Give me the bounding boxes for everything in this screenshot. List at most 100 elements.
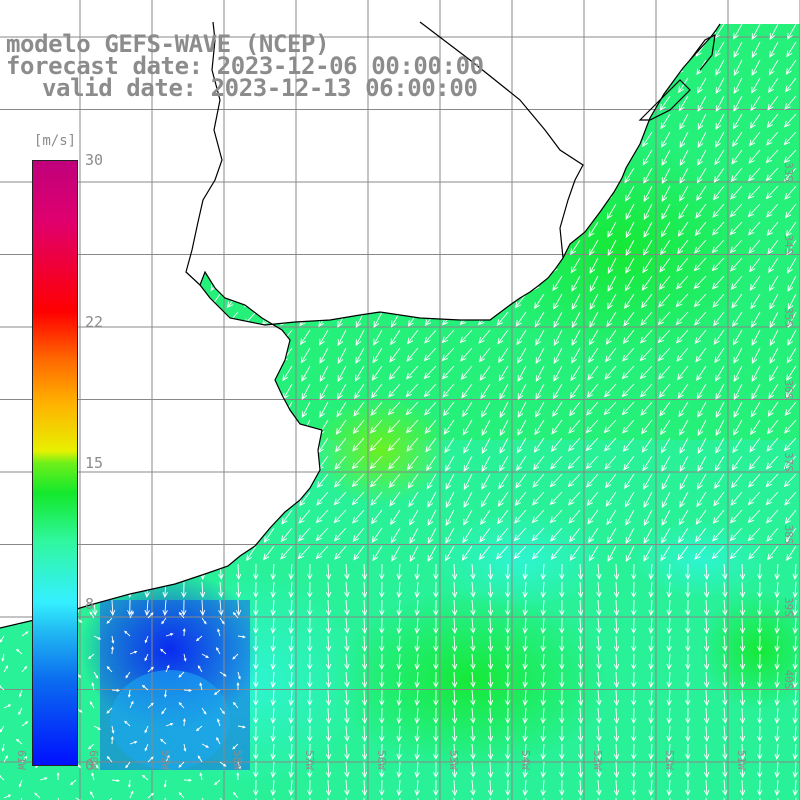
wind-arrow [462, 527, 473, 544]
wind-arrow [769, 347, 779, 364]
wind-arrow [229, 221, 239, 238]
wind-arrow [197, 665, 203, 673]
wind-arrow [157, 311, 167, 329]
wind-arrow [451, 725, 458, 743]
wind-arrow [0, 239, 5, 257]
wind-arrow [288, 599, 294, 617]
wind-arrow [100, 167, 113, 183]
wind-arrow [409, 257, 419, 275]
wind-arrow [344, 617, 350, 634]
wind-arrow [540, 707, 546, 725]
wind-arrow [481, 131, 491, 149]
wind-arrow [451, 689, 458, 707]
wind-arrow [732, 437, 743, 454]
wind-arrow [677, 365, 689, 381]
wind-arrow [144, 635, 149, 644]
wind-arrow [18, 707, 23, 716]
wind-arrow [445, 221, 455, 238]
wind-arrow [87, 653, 95, 660]
wind-arrow [739, 635, 746, 653]
wind-arrow [351, 185, 365, 200]
wind-arrow [336, 275, 347, 292]
wind-arrow [441, 24, 455, 38]
wind-arrow [354, 257, 365, 274]
wind-arrow [696, 383, 707, 400]
wind-arrow [481, 401, 491, 418]
wind-arrow [307, 635, 313, 653]
wind-arrow [319, 365, 329, 383]
wind-arrow [640, 311, 653, 326]
wind-arrow [335, 419, 347, 435]
wind-arrow [213, 779, 221, 786]
wind-arrow [442, 383, 455, 398]
wind-arrow [3, 794, 12, 799]
wind-arrow [102, 329, 113, 346]
wind-arrow [722, 689, 728, 706]
wind-arrow [713, 311, 725, 327]
wind-arrow [685, 707, 691, 725]
wind-arrow [373, 293, 383, 311]
wind-arrow [138, 383, 149, 400]
wind-arrow [765, 455, 779, 470]
wind-arrow [713, 491, 725, 507]
wind-arrow [589, 257, 599, 274]
wind-arrow [478, 239, 491, 254]
wind-arrow [229, 473, 239, 490]
wind-arrow [101, 473, 113, 489]
wind-arrow [522, 671, 528, 689]
wind-arrow [335, 257, 347, 273]
wind-arrow [463, 473, 473, 491]
wind-arrow [768, 383, 779, 400]
wind-arrow [480, 509, 491, 526]
wind-arrow [136, 455, 149, 470]
wind-arrow [774, 599, 780, 617]
wind-arrow [118, 545, 131, 560]
wind-arrow [245, 239, 257, 255]
wind-arrow [81, 545, 95, 560]
wind-arrow [607, 293, 617, 310]
wind-arrow [209, 311, 221, 327]
wind-arrow [588, 347, 599, 364]
wind-arrow [161, 617, 167, 625]
wind-arrow [433, 635, 439, 653]
wind-arrow [732, 329, 743, 346]
wind-arrow [307, 761, 313, 779]
wind-arrow [190, 455, 203, 470]
wind-arrow [82, 509, 95, 525]
wind-arrow [774, 653, 780, 671]
wind-arrow [195, 725, 203, 732]
wind-arrow [505, 725, 511, 743]
wind-arrow [425, 437, 437, 453]
wind-arrow [559, 671, 565, 689]
wind-arrow [344, 635, 350, 652]
wind-arrow [685, 743, 691, 761]
wind-arrow [117, 527, 131, 542]
wind-arrow [660, 239, 671, 256]
wind-arrow [405, 419, 419, 434]
wind-arrow [307, 617, 313, 635]
wind-arrow [336, 293, 347, 310]
wind-arrow [354, 383, 365, 400]
wind-arrow [513, 239, 527, 254]
wind-arrow [414, 635, 420, 653]
wind-arrow [666, 599, 672, 617]
wind-arrow [232, 653, 239, 660]
wind-arrow [478, 347, 491, 363]
wind-arrow [631, 599, 637, 617]
wind-arrow [568, 509, 581, 524]
wind-arrow [586, 401, 599, 416]
wind-arrow [605, 491, 617, 507]
wind-arrow [106, 755, 113, 763]
wind-arrow [0, 203, 5, 220]
wind-arrow [427, 239, 437, 256]
wind-arrow [315, 509, 329, 524]
wind-arrow [11, 275, 23, 291]
wind-arrow [703, 617, 710, 635]
wind-arrow [462, 401, 473, 418]
wind-arrow [550, 545, 563, 561]
wind-arrow [765, 149, 779, 164]
wind-arrow [369, 473, 383, 488]
wind-arrow [577, 581, 584, 599]
longitude-label: 57W [303, 750, 316, 770]
